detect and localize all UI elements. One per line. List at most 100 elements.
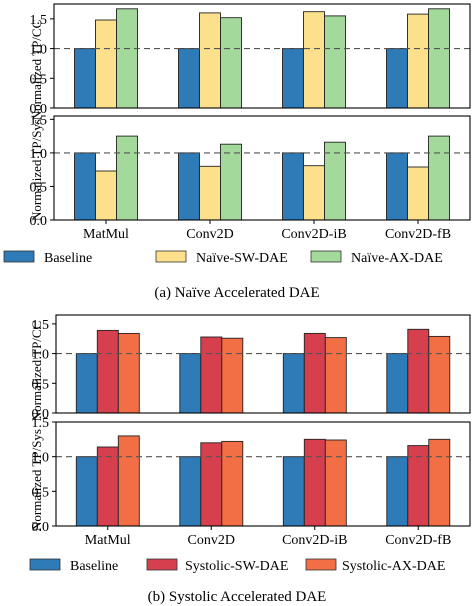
bar-baseline-conv2d [178,48,200,109]
bar-na-ve-sw-dae-conv2d-fb [407,13,429,109]
y-tick-label: 0.5 [30,180,48,195]
y-axis-label-a-top: Normalized TP/CC [29,20,44,121]
x-tick-label: Conv2D-iB [282,533,347,548]
bar-baseline-conv2d [179,353,202,414]
legend-swatch-baseline [3,250,35,263]
x-tick-label: Conv2D-fB [385,533,451,548]
bar-na-ve-ax-dae-conv2d-fb [428,8,450,109]
legend-swatch-naive-sw-dae [155,250,187,263]
bar-systolic-sw-dae-conv2d-fb [407,328,430,414]
bar-baseline-conv2d-ib [282,152,304,221]
bar-systolic-ax-dae-matmul [117,332,140,414]
bar-baseline-matmul [74,48,96,109]
bar-na-ve-ax-dae-conv2d-fb [428,135,450,221]
bar-na-ve-ax-dae-conv2d [220,17,242,109]
chart-b-top: 0.0 0.5 1.0 1.5 [32,314,471,422]
bar-systolic-sw-dae-matmul [96,329,119,414]
figure-b: 0.0 0.5 1.0 1.5 MatMul Conv2D Conv2D-iB Conv2D… [29,314,471,605]
caption-a: (a) Naïve Accelerated DAE [154,285,319,301]
bar-systolic-sw-dae-matmul [96,446,119,527]
bar-systolic-ax-dae-conv2d [221,440,244,527]
legend-label-naive-sw-dae: Naïve-SW-DAE [196,251,288,266]
bar-baseline-conv2d-ib [282,456,305,527]
bar-na-ve-ax-dae-conv2d [220,143,242,221]
axes-frame [53,115,471,221]
chart-a-top: 0.0 0.5 1.0 1.5 [30,3,471,117]
y-tick-label: 0.5 [32,485,50,500]
y-tick-label: 0.5 [32,377,50,392]
chart-b-bottom: MatMul Conv2D Conv2D-iB Conv2D-fB 0.0 0.5 1.0 1… [32,416,471,548]
y-axis-label-b-top: Normalized TP/CC [29,321,44,422]
bar-systolic-ax-dae-matmul [117,435,140,527]
bar-na-ve-ax-dae-conv2d-ib [324,15,346,109]
bar-na-ve-sw-dae-conv2d-fb [407,166,429,221]
bar-baseline-conv2d-fb [386,152,408,221]
bar-baseline-conv2d-fb [386,456,409,527]
y-tick-label: 1.0 [30,43,48,58]
bar-baseline-conv2d [178,152,200,221]
x-tick-label: MatMul [85,533,131,548]
chart-a-bottom: MatMul Conv2D Conv2D-iB Conv2D-fB 0.0 0.5 1.0 1… [30,113,471,242]
y-axis-label-b-bottom: Normalized TP/Sys [29,429,44,531]
legend-label-naive-ax-dae: Naïve-AX-DAE [351,251,443,266]
bar-baseline-matmul [74,152,96,221]
bar-systolic-sw-dae-conv2d [200,336,223,414]
y-tick-label: 1.5 [32,318,50,333]
bar-na-ve-sw-dae-conv2d [199,12,221,109]
bar-baseline-conv2d-ib [282,353,305,414]
legend-label-baseline: Baseline [70,559,118,574]
legend-label-systolic-sw-dae: Systolic-SW-DAE [185,559,288,574]
legend-swatch-baseline [29,558,61,571]
y-tick-label: 0.5 [30,72,48,87]
bar-systolic-sw-dae-conv2d-ib [303,332,326,414]
bar-systolic-ax-dae-conv2d-fb [428,335,451,414]
bar-na-ve-sw-dae-matmul [95,170,117,221]
legend-label-baseline: Baseline [44,251,92,266]
y-tick-label: 0.0 [30,102,48,117]
x-tick-label: Conv2D [186,227,233,242]
bar-systolic-ax-dae-conv2d [221,337,244,414]
figure-a: 0.0 0.5 1.0 1.5 MatMul Conv2D Conv2D-iB Conv2D… [3,3,471,301]
x-tick-label: Conv2D-iB [281,227,346,242]
y-tick-label: 0.0 [32,407,50,422]
y-tick-label: 1.5 [30,113,48,128]
bar-baseline-conv2d-ib [282,48,304,109]
bar-systolic-ax-dae-conv2d-fb [428,438,451,527]
y-tick-label: 1.5 [30,13,48,28]
axes-frame [55,314,471,414]
bar-na-ve-ax-dae-conv2d-ib [324,141,346,221]
bar-na-ve-ax-dae-matmul [116,8,138,109]
legend-swatch-systolic-ax-dae [305,558,337,571]
y-tick-label: 1.0 [32,348,50,363]
axes-frame [53,3,471,109]
x-tick-label: Conv2D [188,533,235,548]
legend-label-systolic-ax-dae: Systolic-AX-DAE [342,559,445,574]
bar-baseline-matmul [75,456,98,527]
bar-na-ve-sw-dae-matmul [95,19,117,109]
y-tick-label: 1.0 [30,147,48,162]
bar-baseline-conv2d [179,456,202,527]
x-tick-label: MatMul [83,227,129,242]
legend-swatch-naive-ax-dae [310,250,342,263]
legend-b: Baseline Systolic-SW-DAE Systolic-AX-DAE [29,558,445,574]
y-axis-label-a-bottom: Normalized TP/Sys [29,119,44,221]
bar-na-ve-sw-dae-conv2d-ib [303,11,325,109]
legend-swatch-systolic-sw-dae [146,558,178,571]
bar-baseline-matmul [75,353,98,414]
bar-na-ve-sw-dae-conv2d-ib [303,165,325,221]
bar-systolic-sw-dae-conv2d-fb [407,445,430,527]
caption-b: (b) Systolic Accelerated DAE [148,589,327,605]
bar-na-ve-sw-dae-conv2d [199,165,221,221]
x-tick-label: Conv2D-fB [385,227,451,242]
y-tick-label: 0.0 [32,520,50,535]
bar-systolic-ax-dae-conv2d-ib [324,439,347,527]
y-tick-label: 0.0 [30,214,48,229]
legend-a: Baseline Naïve-SW-DAE Naïve-AX-DAE [3,250,443,266]
y-tick-label: 1.5 [32,416,50,431]
bar-systolic-ax-dae-conv2d-ib [324,337,347,414]
bar-systolic-sw-dae-conv2d [200,442,223,527]
axes-frame [55,421,471,527]
y-tick-label: 1.0 [32,451,50,466]
bar-systolic-sw-dae-conv2d-ib [303,438,326,527]
